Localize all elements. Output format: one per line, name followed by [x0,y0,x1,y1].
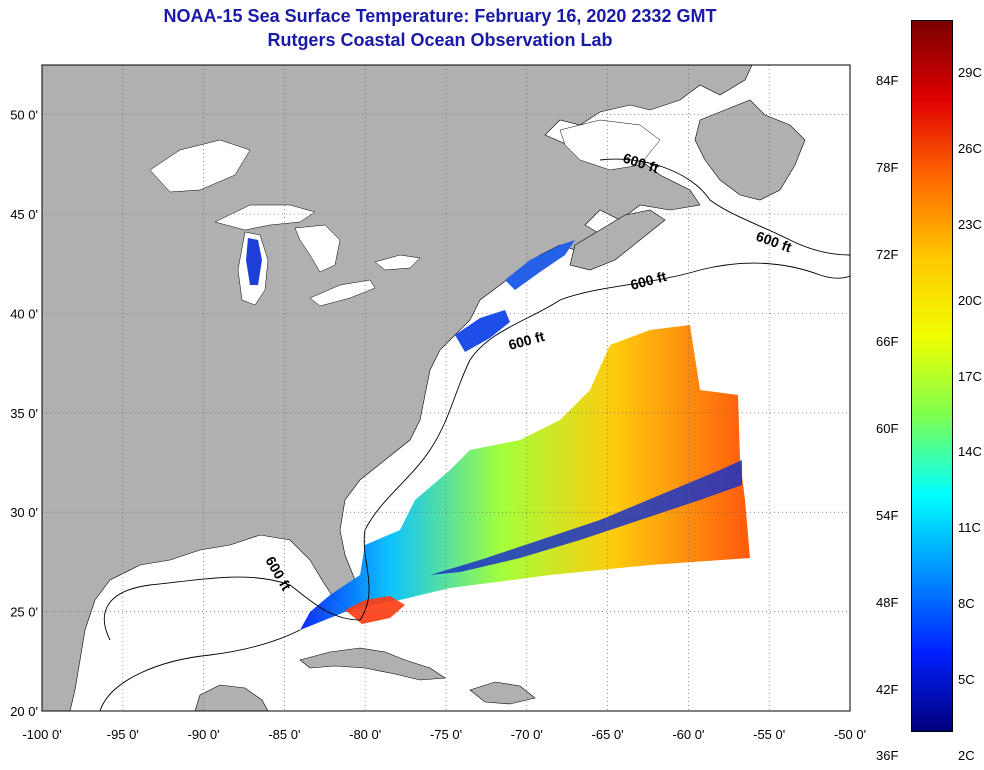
hudson-bay-edge [149,139,251,193]
isobath-600ft-gulf [99,629,301,711]
colorbar-c-label: 17C [958,368,982,384]
lat-tick-label: 45 0' [10,207,38,222]
sst-swath [300,325,750,630]
lat-tick-label: 40 0' [10,306,38,321]
land-nova-scotia [569,209,666,271]
lake-superior [214,204,316,231]
colorbar-c-label: 26C [958,140,982,156]
sst-florida-warm [345,596,405,624]
lat-tick-label: 35 0' [10,406,38,421]
lon-tick-label: -100 0' [22,727,61,742]
isobath-600ft-north [599,158,850,256]
lat-tick-label: 50 0' [10,108,38,123]
lat-tick-label: 20 0' [10,704,38,719]
sst-gulf-maine-cold [505,240,575,290]
map-subtitle: Rutgers Coastal Ocean Observation Lab [267,30,613,50]
lake-erie [309,279,376,307]
lon-tick-label: -75 0' [430,727,462,742]
colorbar-f-label: 48F [876,595,899,610]
gulf-st-lawrence [559,119,661,171]
colorbar-f-label: 72F [876,247,899,262]
colorbar-c-label: 20C [958,292,982,308]
colorbar-f-label: 54F [876,508,899,523]
land-north-america [42,65,753,711]
colorbar-f-label: 78F [876,160,899,175]
colorbar-c-label: 2C [958,748,975,763]
latitude-tick-labels: 20 0' 25 0' 30 0' 35 0' 40 0' 45 0' 50 0' [10,108,38,719]
land-newfoundland [694,99,806,201]
land-cuba [299,647,446,681]
colorbar-c-label: 11C [958,520,981,536]
colorbar-c-label: 29C [958,65,982,80]
lat-tick-label: 25 0' [10,605,38,620]
land-hispaniola [469,681,536,705]
lon-tick-label: -50 0' [834,727,866,742]
lon-tick-label: -90 0' [188,727,220,742]
lake-huron [294,224,341,273]
lake-ontario [374,254,421,271]
longitude-tick-labels: -100 0' -95 0' -90 0' -85 0' -80 0' -75 0' -70… [22,727,866,742]
colorbar [911,20,953,732]
lon-tick-label: -95 0' [107,727,139,742]
colorbar-f-label: 36F [876,748,899,763]
isobath-600ft [104,262,850,641]
lon-tick-label: -55 0' [753,727,785,742]
map-frame [41,64,851,712]
lat-tick-label: 30 0' [10,505,38,520]
lon-tick-label: -70 0' [511,727,543,742]
sst-lake-michigan-cold [246,238,262,285]
colorbar-f-label: 42F [876,682,899,697]
map-title: NOAA-15 Sea Surface Temperature: Februar… [163,6,717,26]
lon-tick-label: -60 0' [672,727,704,742]
colorbar-c-label: 8C [958,596,975,612]
colorbar-c-label: 14C [958,444,982,460]
sst-coastal-cold [455,310,510,352]
lon-tick-label: -65 0' [592,727,624,742]
colorbar-f-label: 66F [876,334,899,349]
land-yucatan [194,684,269,711]
lon-tick-label: -85 0' [268,727,300,742]
lon-tick-label: -80 0' [349,727,381,742]
colorbar-c-label: 5C [958,672,975,687]
colorbar-c-label: 23C [958,216,982,232]
colorbar-f-label: 84F [876,73,899,88]
colorbar-f-label: 60F [876,421,899,436]
